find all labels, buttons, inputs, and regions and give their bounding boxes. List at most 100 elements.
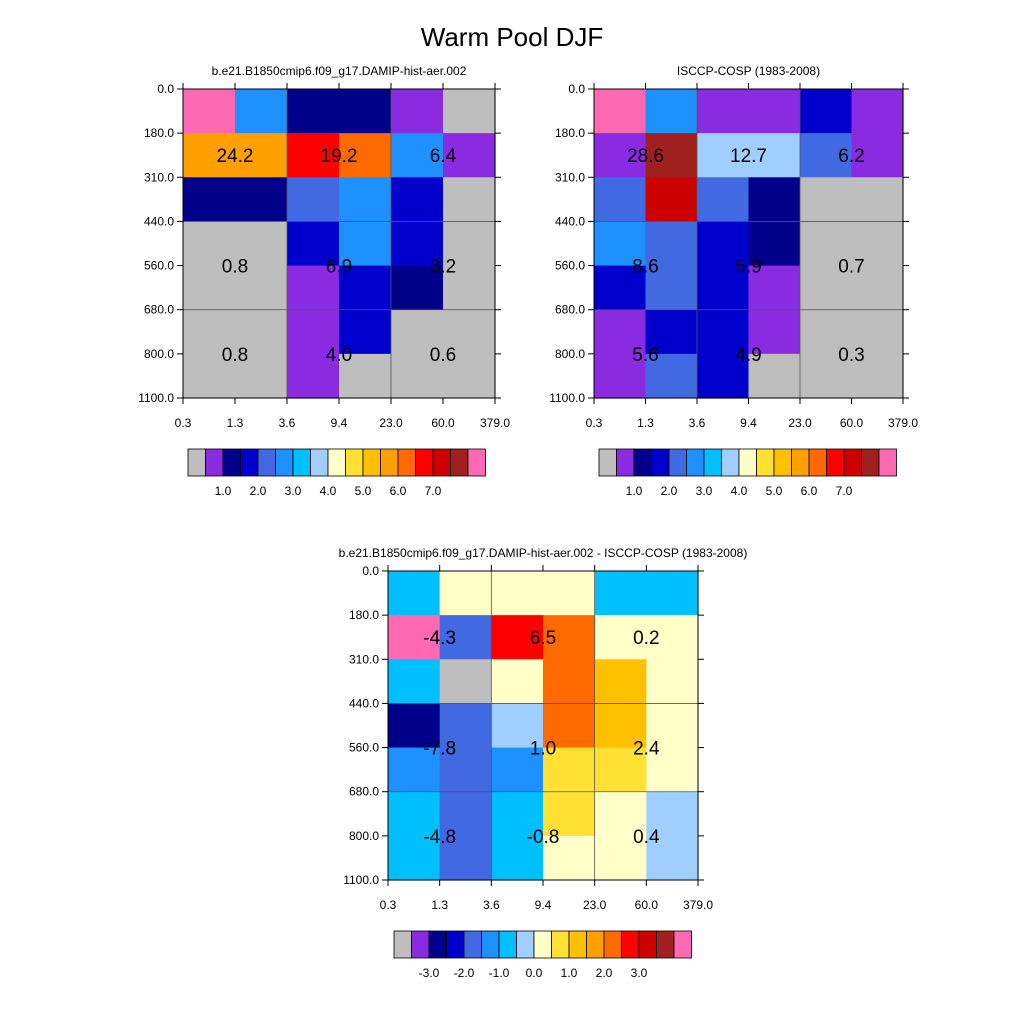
heatmap-cell (287, 309, 340, 355)
heatmap-cell (800, 177, 853, 223)
heatmap-cell (439, 659, 492, 705)
heatmap-cell (645, 353, 698, 399)
heatmap-cell (235, 133, 288, 178)
heatmap-cell (800, 309, 853, 355)
y-tick-label: 560.0 (144, 259, 174, 273)
cell-value-label: 0.3 (838, 345, 864, 366)
heatmap-cell (748, 177, 801, 223)
heatmap-cell (339, 309, 392, 355)
heatmap-cell (543, 747, 596, 793)
heatmap-cell (183, 177, 236, 223)
x-tick-label: 23.0 (583, 898, 607, 912)
colorbar-swatch (621, 930, 640, 959)
colorbar-label: 1.0 (626, 484, 643, 498)
heatmap-cell (594, 177, 647, 223)
heatmap-cell (646, 659, 699, 705)
colorbar-label: 7.0 (836, 484, 853, 498)
heatmap-cell (748, 221, 801, 267)
colorbar-label: 3.0 (696, 484, 713, 498)
heatmap-cell (491, 615, 544, 660)
x-tick-label: 379.0 (480, 416, 510, 430)
cell-value-label: 6.2 (838, 146, 864, 167)
heatmap-cell (339, 265, 392, 311)
heatmap-cell (287, 177, 340, 223)
heatmap-cell (646, 615, 699, 660)
colorbar-swatch (397, 448, 416, 477)
y-tick-label: 440.0 (144, 214, 174, 228)
cell-value-label: 8.6 (632, 257, 658, 278)
colorbar-swatch (257, 448, 276, 477)
heatmap-cell (645, 133, 698, 178)
x-tick-label: 60.0 (431, 416, 455, 430)
colorbar-label: 3.0 (285, 484, 302, 498)
colorbar-label: 4.0 (731, 484, 748, 498)
heatmap-cell (388, 703, 441, 749)
x-tick-label: 23.0 (788, 416, 812, 430)
x-tick-label: 9.4 (331, 416, 348, 430)
colorbar-swatch (222, 448, 241, 477)
heatmap-cell (439, 791, 492, 837)
colorbar-label: 1.0 (561, 966, 578, 980)
y-tick-label: 680.0 (349, 785, 379, 799)
heatmap-cell (235, 353, 288, 399)
cell-value-label: 28.6 (627, 146, 664, 167)
y-tick-label: 680.0 (555, 303, 585, 317)
heatmap-cell (491, 703, 544, 749)
cell-value-label: 5.9 (735, 257, 761, 278)
heatmap-cell (235, 309, 288, 355)
colorbar-swatch (516, 930, 535, 959)
colorbar-swatch (240, 448, 259, 477)
heatmap-cell (388, 615, 441, 660)
colorbar-swatch (275, 448, 294, 477)
heatmap-cell (800, 353, 853, 399)
heatmap-cell (439, 615, 492, 660)
colorbar-swatch (362, 448, 381, 477)
heatmap-cell (748, 265, 801, 311)
colorbar-swatch (668, 448, 687, 477)
cell-value-label: 0.2 (633, 628, 659, 649)
cell-value-label: 19.2 (321, 146, 358, 167)
cell-value-label: 4.0 (326, 345, 352, 366)
y-tick-label: 560.0 (349, 741, 379, 755)
colorbar-swatch (450, 448, 469, 477)
colorbar-swatch (638, 930, 657, 959)
heatmap-cell (543, 791, 596, 837)
x-tick-label: 3.6 (279, 416, 296, 430)
colorbar-swatch (686, 448, 705, 477)
colorbar-swatch (187, 448, 206, 477)
heatmap-cell (594, 615, 647, 660)
cell-value-label: 6.5 (530, 628, 556, 649)
cell-value-label: 5.6 (632, 345, 658, 366)
heatmap-cell (543, 703, 596, 749)
heatmap-cell (391, 89, 444, 134)
heatmap-cell (646, 747, 699, 793)
heatmap-cell (697, 177, 750, 223)
heatmap-cell (235, 221, 288, 267)
heatmap-cell (391, 353, 444, 399)
heatmap-cell (339, 133, 392, 178)
heatmap-cell (443, 133, 496, 178)
heatmap-cell (851, 221, 904, 267)
heatmap-cell (594, 221, 647, 267)
heatmap-cell (388, 659, 441, 705)
y-tick-label: 180.0 (144, 126, 174, 140)
colorbar-label: 1.0 (215, 484, 232, 498)
colorbar-swatch (428, 930, 447, 959)
heatmap-cell (800, 221, 853, 267)
colorbar-swatch (791, 448, 810, 477)
heatmap-cell (183, 265, 236, 311)
colorbar-swatch (651, 448, 670, 477)
colorbar-label: 7.0 (425, 484, 442, 498)
heatmap-cell (594, 791, 647, 837)
y-tick-label: 1100.0 (138, 391, 174, 405)
cell-value-label: 4.9 (735, 345, 761, 366)
heatmap-cell (339, 89, 392, 134)
heatmap-cell (594, 265, 647, 311)
x-tick-label: 0.3 (175, 416, 192, 430)
colorbar-swatch (673, 930, 692, 959)
y-tick-label: 440.0 (555, 214, 585, 228)
heatmap-cell (388, 747, 441, 793)
heatmap-cell (183, 309, 236, 355)
heatmap-cell (697, 89, 750, 134)
